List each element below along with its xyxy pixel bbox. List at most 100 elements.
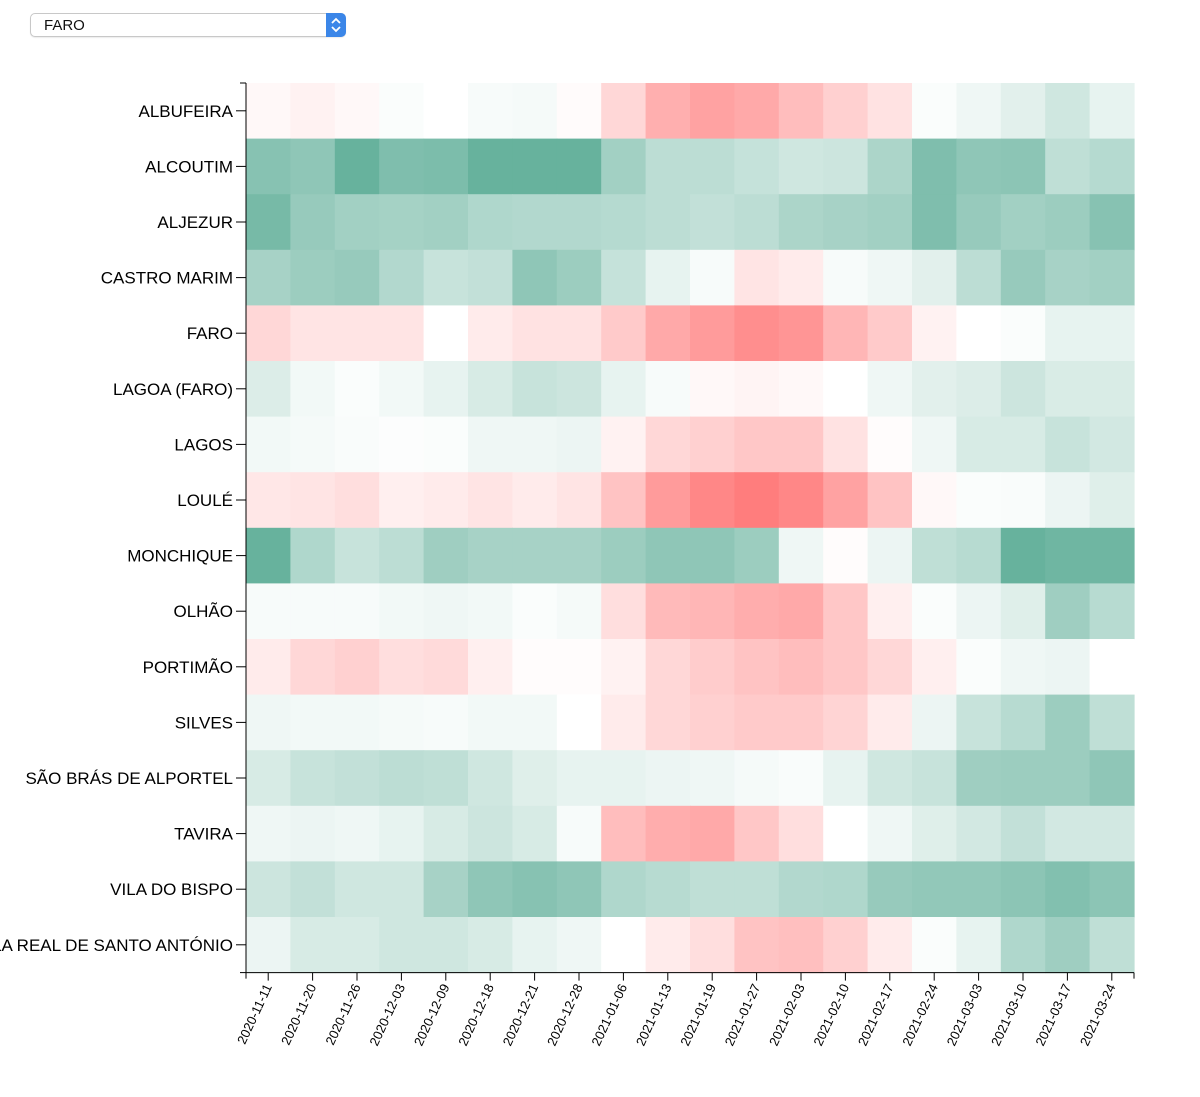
heatmap-cell: [556, 83, 602, 140]
heatmap-cell: [645, 416, 691, 473]
heatmap-cell: [912, 83, 957, 140]
heatmap-cell: [734, 861, 780, 918]
heatmap-cell: [778, 694, 824, 751]
heatmap-cell: [379, 361, 425, 418]
heatmap-cell: [645, 583, 691, 640]
heatmap-cell: [823, 249, 869, 306]
heatmap-cell: [601, 361, 647, 418]
municipality-select[interactable]: FARO: [30, 13, 346, 37]
heatmap-cell: [867, 472, 913, 529]
heatmap-cell: [601, 305, 647, 362]
heatmap-cell: [556, 194, 602, 251]
heatmap-cell: [690, 361, 735, 418]
heatmap-cell: [912, 583, 957, 640]
heatmap-cell: [778, 305, 824, 362]
heatmap-cell: [334, 694, 380, 751]
heatmap-cell: [690, 917, 735, 974]
heatmap-cell: [468, 861, 513, 918]
heatmap-cell: [690, 694, 735, 751]
heatmap-cell: [290, 861, 336, 918]
heatmap-cell: [778, 917, 824, 974]
heatmap-cell: [645, 694, 691, 751]
heatmap-cell: [734, 138, 780, 195]
heatmap-cell: [1000, 249, 1046, 306]
heatmap-cell: [867, 917, 913, 974]
x-tick-label: 2020-12-18: [455, 982, 497, 1049]
heatmap-cell: [246, 416, 291, 473]
heatmap-cell: [379, 750, 425, 807]
heatmap-cell: [645, 527, 691, 584]
heatmap-cell: [645, 472, 691, 529]
heatmap-cell: [423, 861, 469, 918]
heatmap-cell: [956, 750, 1002, 807]
heatmap-cell: [734, 750, 780, 807]
heatmap-cell: [512, 305, 558, 362]
heatmap-cell: [1045, 805, 1091, 862]
heatmap-cell: [379, 861, 425, 918]
heatmap-cell: [468, 249, 513, 306]
heatmap-cell: [379, 138, 425, 195]
heatmap-cell: [556, 694, 602, 751]
heatmap-cell: [867, 305, 913, 362]
heatmap-cell: [1000, 416, 1046, 473]
y-tick-label: VILA DO BISPO: [110, 880, 233, 899]
heatmap-cell: [778, 805, 824, 862]
heatmap-cell: [512, 861, 558, 918]
heatmap-cell: [290, 361, 336, 418]
heatmap-cell: [956, 305, 1002, 362]
heatmap-cell: [468, 472, 513, 529]
heatmap-cell: [1045, 750, 1091, 807]
heatmap-cell: [556, 416, 602, 473]
x-tick-label: 2021-01-27: [722, 982, 764, 1049]
x-tick-label: 2021-02-10: [810, 982, 852, 1049]
heatmap-cell: [379, 917, 425, 974]
heatmap-cell: [1089, 583, 1135, 640]
heatmap-cell: [867, 750, 913, 807]
heatmap-cell: [778, 583, 824, 640]
heatmap-cell: [290, 138, 336, 195]
heatmap-cell: [334, 750, 380, 807]
heatmap-cell: [1000, 750, 1046, 807]
heatmap-cell: [423, 472, 469, 529]
x-tick-label: 2021-01-06: [588, 982, 630, 1049]
heatmap-cell: [734, 639, 780, 696]
heatmap-cell: [867, 416, 913, 473]
heatmap-cell: [423, 194, 469, 251]
heatmap-cell: [1045, 639, 1091, 696]
heatmap-cell: [823, 361, 869, 418]
heatmap-cell: [246, 694, 291, 751]
x-tick-label: 2021-02-03: [766, 982, 808, 1049]
heatmap-cell: [468, 639, 513, 696]
heatmap-cell: [423, 361, 469, 418]
heatmap-cell: [645, 249, 691, 306]
heatmap-cell: [334, 194, 380, 251]
heatmap-cell: [690, 805, 735, 862]
heatmap-cell: [867, 639, 913, 696]
heatmap-cell: [912, 694, 957, 751]
heatmap-cell: [912, 472, 957, 529]
y-tick-label: TAVIRA: [174, 825, 234, 844]
heatmap-cell: [556, 138, 602, 195]
heatmap-cell: [734, 472, 780, 529]
heatmap-cell: [690, 249, 735, 306]
heatmap-cell: [379, 305, 425, 362]
heatmap-cell: [956, 472, 1002, 529]
heatmap-cell: [912, 138, 957, 195]
heatmap-cell: [1089, 805, 1135, 862]
chevron-up-down-icon[interactable]: [326, 13, 346, 37]
heatmap-cell: [645, 361, 691, 418]
heatmap-cell: [1089, 83, 1135, 140]
heatmap-cell: [423, 83, 469, 140]
heatmap-cell: [556, 917, 602, 974]
heatmap-cell: [379, 472, 425, 529]
x-tick-label: 2021-03-24: [1077, 982, 1119, 1049]
heatmap-cell: [690, 194, 735, 251]
heatmap-cell: [690, 639, 735, 696]
x-tick-label: 2021-03-10: [988, 982, 1030, 1049]
heatmap-cell: [601, 583, 647, 640]
heatmap-cell: [290, 416, 336, 473]
x-tick-label: 2020-12-21: [500, 982, 542, 1049]
heatmap-cell: [379, 583, 425, 640]
heatmap-cell: [1000, 583, 1046, 640]
heatmap-cell: [601, 805, 647, 862]
